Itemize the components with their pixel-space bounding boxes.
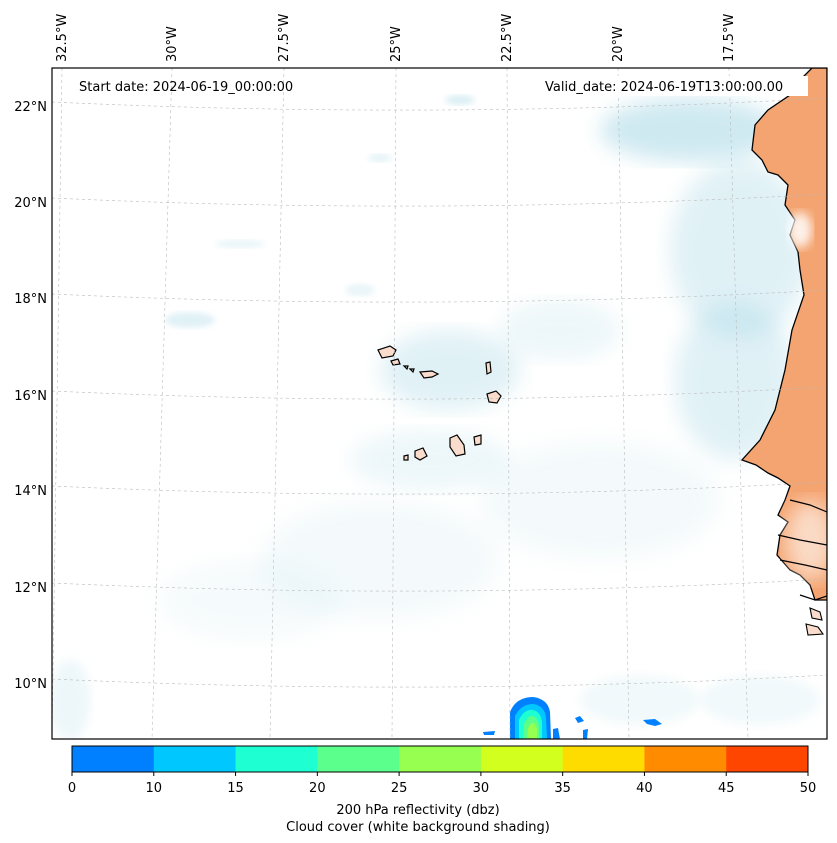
colorbar: 0 10 15 20 25 30 35 40 45 50 bbox=[68, 745, 817, 796]
reflectivity-cells bbox=[483, 697, 662, 739]
lon-label-22-5w: 22.5°W bbox=[500, 14, 515, 62]
colorbar-tick-label: 50 bbox=[800, 781, 817, 796]
colorbar-segment bbox=[72, 746, 155, 772]
meridian-line bbox=[728, 68, 749, 739]
meridian-line bbox=[269, 68, 285, 739]
meridian-line bbox=[617, 68, 630, 739]
lon-label-27-5w: 27.5°W bbox=[277, 14, 292, 62]
parallel-line bbox=[52, 193, 827, 207]
lat-label-18n: 18°N bbox=[14, 292, 47, 307]
lat-label-10n: 10°N bbox=[14, 677, 47, 692]
island-sao-nicolau bbox=[418, 370, 440, 379]
lat-label-16n: 16°N bbox=[14, 389, 47, 404]
colorbar-tick-label: 0 bbox=[68, 781, 76, 796]
island-maio bbox=[473, 434, 482, 446]
colorbar-segment bbox=[644, 746, 727, 772]
colorbar-segment bbox=[399, 746, 482, 772]
colorbar-label-cloud-cover: Cloud cover (white background shading) bbox=[286, 820, 550, 835]
lon-label-20w: 20°W bbox=[611, 26, 626, 62]
parallel-line bbox=[52, 481, 827, 495]
island-sao-vicente bbox=[390, 358, 401, 366]
colorbar-segment bbox=[235, 746, 318, 772]
meridian-line bbox=[391, 68, 397, 739]
lat-label-22n: 22°N bbox=[14, 100, 47, 115]
cloud-cover-shading bbox=[52, 95, 820, 739]
cape-verde-islands bbox=[377, 345, 502, 461]
valid-date-box bbox=[540, 76, 808, 96]
longitude-labels: 32.5°W 30°W 27.5°W 25°W 22.5°W 20°W 17.5… bbox=[55, 14, 737, 62]
island-santo-antao bbox=[377, 345, 397, 359]
colorbar-segment bbox=[726, 746, 809, 772]
island-raso bbox=[408, 368, 415, 374]
meridian-line bbox=[52, 68, 63, 739]
colorbar-segment bbox=[480, 746, 564, 772]
island-fogo bbox=[414, 447, 428, 461]
colorbar-tick-label: 40 bbox=[636, 781, 653, 796]
colorbar-frame bbox=[71, 745, 809, 773]
colorbar-tick-label: 10 bbox=[146, 781, 163, 796]
colorbar-tick-label: 20 bbox=[309, 781, 326, 796]
map-layers bbox=[52, 68, 827, 739]
colorbar-segment bbox=[153, 746, 237, 772]
latitude-labels: 22°N 20°N 18°N 16°N 14°N 12°N 10°N bbox=[14, 100, 47, 692]
map-frame bbox=[51, 67, 828, 740]
colorbar-segment bbox=[317, 746, 400, 772]
meridian-line bbox=[151, 68, 173, 739]
lat-label-12n: 12°N bbox=[14, 581, 47, 596]
colorbar-tick-label: 35 bbox=[554, 781, 571, 796]
lon-label-30w: 30°W bbox=[165, 26, 180, 62]
parallel-line bbox=[52, 289, 827, 303]
graticule bbox=[52, 68, 827, 739]
lon-label-25w: 25°W bbox=[389, 26, 404, 62]
colorbar-tick-label: 30 bbox=[473, 781, 490, 796]
parallel-line bbox=[52, 674, 827, 688]
meridian-line bbox=[506, 68, 511, 739]
lon-label-17-5w: 17.5°W bbox=[722, 14, 737, 62]
colorbar-tick-label: 45 bbox=[718, 781, 735, 796]
colorbar-label-reflectivity: 200 hPa reflectivity (dbz) bbox=[336, 803, 499, 818]
colorbar-tick-label: 15 bbox=[227, 781, 244, 796]
lat-label-20n: 20°N bbox=[14, 196, 47, 211]
parallel-line bbox=[52, 578, 827, 592]
lat-label-14n: 14°N bbox=[14, 484, 47, 499]
island-brava bbox=[403, 454, 409, 461]
island-santa-luzia bbox=[402, 365, 409, 371]
island-santiago bbox=[449, 434, 466, 457]
start-date-label: Start date: 2024-06-19_00:00:00 bbox=[79, 80, 293, 95]
parallel-line bbox=[52, 97, 827, 111]
mainland-africa bbox=[740, 68, 827, 636]
island-boa-vista bbox=[486, 390, 502, 404]
valid-date-label: Valid_date: 2024-06-19T13:00:00.00 bbox=[545, 80, 783, 95]
lon-label-32-5w: 32.5°W bbox=[55, 14, 70, 62]
colorbar-tick-label: 25 bbox=[391, 781, 408, 796]
parallel-line bbox=[52, 386, 827, 400]
island-sal bbox=[485, 361, 492, 375]
colorbar-segment bbox=[562, 746, 645, 772]
